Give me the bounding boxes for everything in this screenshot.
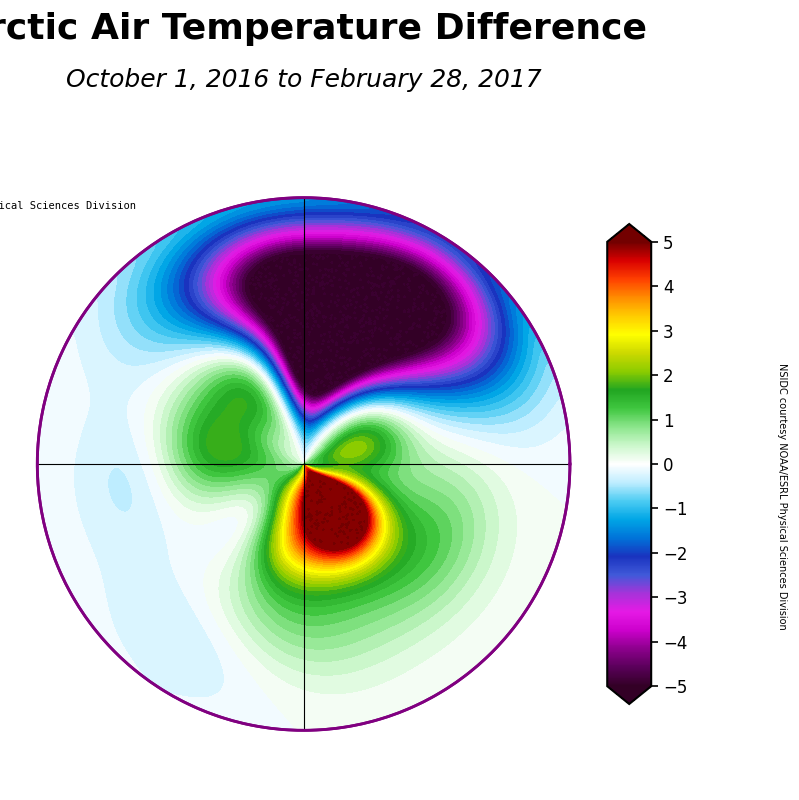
Text: Arctic Air Temperature Difference: Arctic Air Temperature Difference	[0, 12, 647, 46]
PathPatch shape	[607, 686, 651, 704]
Text: NOAA/ESRL Physical Sciences Division: NOAA/ESRL Physical Sciences Division	[0, 201, 137, 211]
Text: NSIDC courtesy NOAA/ESRL Physical Sciences Division: NSIDC courtesy NOAA/ESRL Physical Scienc…	[777, 362, 787, 630]
Text: October 1, 2016 to February 28, 2017: October 1, 2016 to February 28, 2017	[66, 68, 542, 92]
PathPatch shape	[607, 224, 651, 242]
